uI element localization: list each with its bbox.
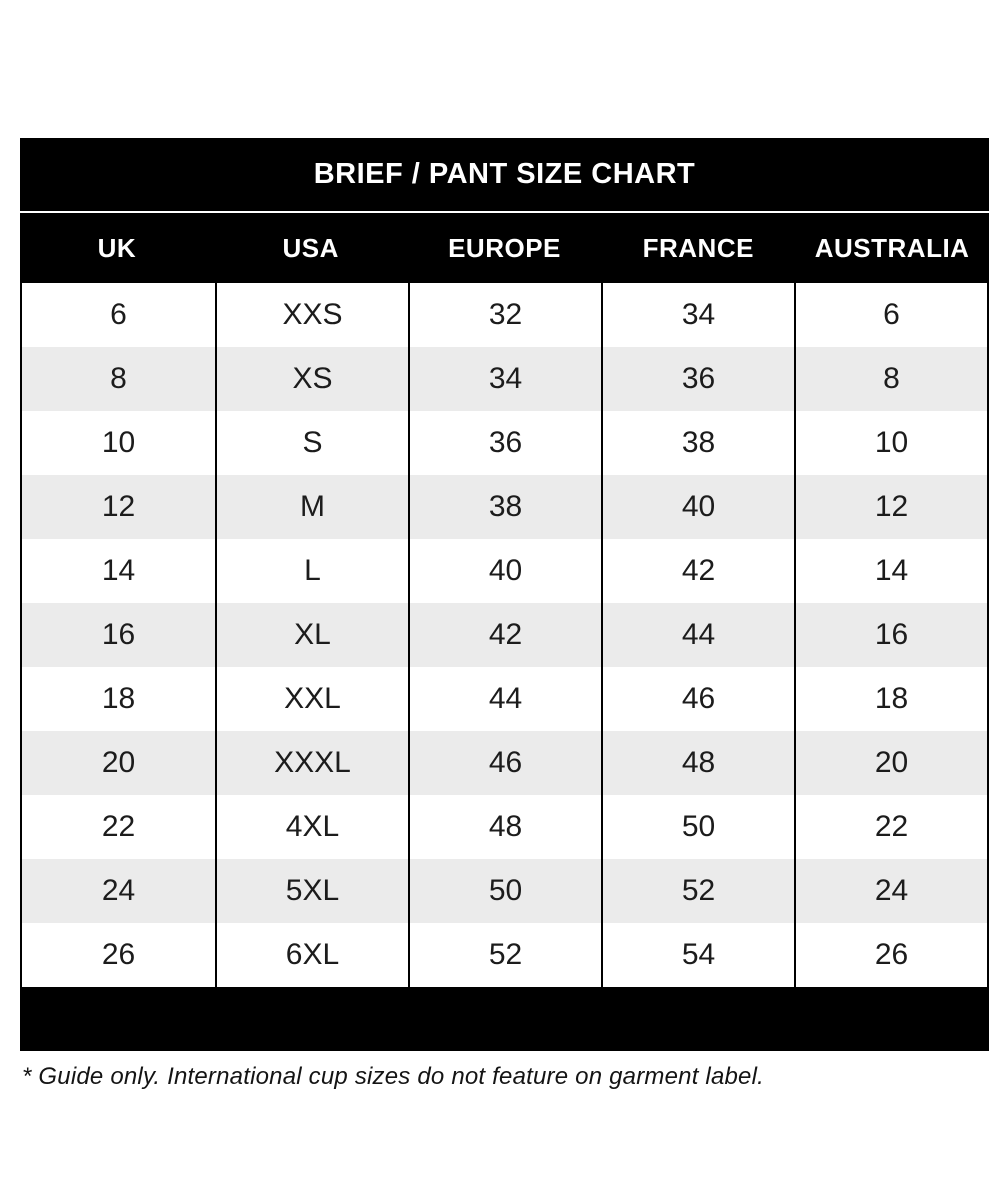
table-cell: 42 — [601, 539, 794, 603]
table-cell: 6 — [794, 283, 987, 347]
table-cell: 40 — [601, 475, 794, 539]
table-row: 12 M 38 40 12 — [22, 475, 987, 539]
table-cell: 50 — [408, 859, 601, 923]
table-cell: 42 — [408, 603, 601, 667]
table-title-bar: BRIEF / PANT SIZE CHART — [20, 138, 989, 211]
table-cell: XXXL — [215, 731, 408, 795]
table-cell: 8 — [794, 347, 987, 411]
table-cell: 20 — [101, 746, 136, 779]
table-cell: 34 — [601, 283, 794, 347]
table-cell: XL — [215, 603, 408, 667]
table-cell: 6XL — [215, 923, 408, 987]
table-cell: XXS — [215, 283, 408, 347]
table-cell: M — [215, 475, 408, 539]
table-cell: XS — [215, 347, 408, 411]
column-header-australia: AUSTRALIA — [814, 232, 970, 263]
table-cell: 46 — [601, 667, 794, 731]
table-cell: 44 — [601, 603, 794, 667]
table-cell: 20 — [794, 731, 987, 795]
table-cell: 48 — [408, 795, 601, 859]
table-cell: 16 — [794, 603, 987, 667]
table-header-row: UK USA EUROPE FRANCE AUSTRALIA — [20, 213, 989, 283]
table-cell: 22 — [101, 810, 136, 843]
table-cell: 26 — [794, 923, 987, 987]
table-cell: 18 — [794, 667, 987, 731]
table-cell: 54 — [601, 923, 794, 987]
table-cell: 24 — [101, 874, 136, 907]
table-row: 24 5XL 50 52 24 — [22, 859, 987, 923]
table-cell: 34 — [408, 347, 601, 411]
table-cell: 40 — [408, 539, 601, 603]
column-header-france: FRANCE — [642, 232, 754, 263]
table-row: 22 4XL 48 50 22 — [22, 795, 987, 859]
table-cell: 38 — [601, 411, 794, 475]
table-body: 6 XXS 32 34 6 8 XS 34 36 8 10 S 36 38 10… — [20, 283, 989, 987]
table-cell: 36 — [601, 347, 794, 411]
table-cell: 38 — [408, 475, 601, 539]
table-row: 6 XXS 32 34 6 — [22, 283, 987, 347]
table-cell: S — [215, 411, 408, 475]
table-footer-bar — [20, 987, 989, 1051]
table-cell: 44 — [408, 667, 601, 731]
table-cell: L — [215, 539, 408, 603]
table-cell: 6 — [110, 298, 127, 331]
table-row: 10 S 36 38 10 — [22, 411, 987, 475]
column-header-europe: EUROPE — [448, 232, 561, 263]
column-header-usa: USA — [282, 232, 339, 263]
table-cell: 12 — [101, 490, 136, 523]
size-chart-table: BRIEF / PANT SIZE CHART UK USA EUROPE FR… — [20, 138, 989, 1051]
table-row: 16 XL 42 44 16 — [22, 603, 987, 667]
table-row: 20 XXXL 46 48 20 — [22, 731, 987, 795]
table-row: 14 L 40 42 14 — [22, 539, 987, 603]
table-row: 8 XS 34 36 8 — [22, 347, 987, 411]
table-cell: 24 — [794, 859, 987, 923]
table-cell: 48 — [601, 731, 794, 795]
table-cell: 16 — [101, 618, 136, 651]
table-cell: 50 — [601, 795, 794, 859]
table-cell: XXL — [215, 667, 408, 731]
table-cell: 18 — [101, 682, 136, 715]
table-cell: 14 — [101, 554, 136, 587]
table-cell: 12 — [794, 475, 987, 539]
title-divider — [20, 211, 989, 213]
table-cell: 22 — [794, 795, 987, 859]
table-cell: 14 — [794, 539, 987, 603]
table-cell: 8 — [110, 362, 127, 395]
table-cell: 52 — [408, 923, 601, 987]
table-cell: 10 — [101, 426, 136, 459]
table-cell: 26 — [101, 938, 136, 971]
footnote: * Guide only. International cup sizes do… — [22, 1063, 765, 1090]
table-row: 26 6XL 52 54 26 — [22, 923, 987, 987]
table-cell: 32 — [408, 283, 601, 347]
table-row: 18 XXL 44 46 18 — [22, 667, 987, 731]
table-cell: 52 — [601, 859, 794, 923]
table-cell: 46 — [408, 731, 601, 795]
table-title: BRIEF / PANT SIZE CHART — [313, 158, 696, 190]
table-cell: 5XL — [215, 859, 408, 923]
table-cell: 36 — [408, 411, 601, 475]
table-cell: 4XL — [215, 795, 408, 859]
column-header-uk: UK — [97, 232, 137, 263]
table-cell: 10 — [794, 411, 987, 475]
